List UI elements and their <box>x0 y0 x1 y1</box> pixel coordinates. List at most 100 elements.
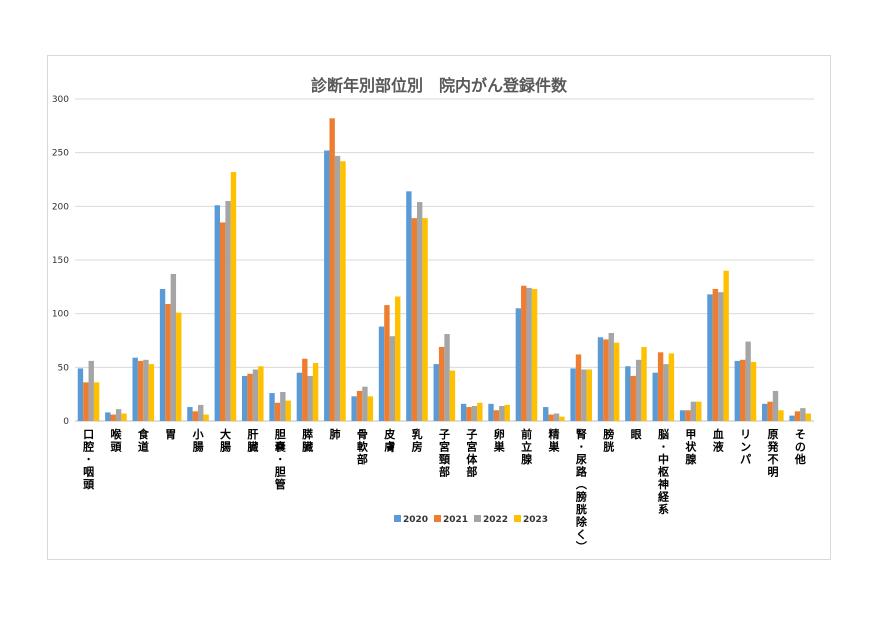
bar-2023-7 <box>285 400 291 421</box>
bar-2022-19 <box>608 332 614 421</box>
bar-2023-16 <box>531 288 538 421</box>
bar-2020-17 <box>543 407 549 421</box>
x-category-char: 肺 <box>330 427 341 441</box>
x-category-char: 膀 <box>575 490 587 504</box>
x-category-char: 乳 <box>412 427 423 441</box>
x-category-char: 咽 <box>83 466 94 479</box>
x-category-char: 部 <box>357 452 368 466</box>
legend-label-2020: 2020 <box>403 515 428 525</box>
x-category-char: 胆 <box>275 428 286 441</box>
x-category-char: 前 <box>521 427 532 441</box>
bar-2022-5 <box>225 200 231 421</box>
bar-2022-13 <box>444 334 450 421</box>
bar-2022-14 <box>471 405 478 421</box>
bar-2020-0 <box>77 368 84 421</box>
x-category-char: 中 <box>658 452 669 466</box>
bar-2020-25 <box>761 403 768 421</box>
x-category-char: 巣 <box>493 440 506 454</box>
x-category-char: 小 <box>192 427 204 441</box>
x-category-label: リンパ <box>740 428 751 466</box>
bar-2021-5 <box>219 222 226 421</box>
x-category-label: 口腔･咽頭 <box>82 428 95 491</box>
bar-2020-14 <box>460 403 467 421</box>
bar-2021-24 <box>740 359 746 421</box>
x-category-char: 枢 <box>658 465 669 479</box>
bar-2020-26 <box>789 415 795 421</box>
x-category-label: 膵臓 <box>302 427 313 454</box>
x-category-char: 体 <box>466 452 478 466</box>
legend-swatch-2020 <box>394 515 401 522</box>
y-tick-label: 100 <box>52 310 69 320</box>
bar-2021-18 <box>575 354 582 421</box>
bar-2022-16 <box>526 287 532 421</box>
bar-2020-21 <box>652 372 658 421</box>
x-category-char: ･ <box>86 453 92 466</box>
bar-2022-21 <box>663 364 669 421</box>
bar-2022-6 <box>252 369 259 421</box>
bar-2022-15 <box>499 405 505 421</box>
x-category-char: ︵ <box>575 478 588 491</box>
x-category-char: 不 <box>767 453 778 466</box>
bar-2023-13 <box>449 370 456 421</box>
x-category-label: 皮膚 <box>383 427 395 454</box>
x-category-char: パ <box>740 453 751 466</box>
bar-2021-11 <box>384 305 390 421</box>
bar-2023-14 <box>477 402 483 421</box>
bar-2021-17 <box>548 414 554 421</box>
x-category-char: 尿 <box>576 453 587 466</box>
bar-2023-10 <box>367 396 374 421</box>
x-category-char: ･ <box>579 441 585 454</box>
bar-2022-17 <box>553 413 560 421</box>
x-category-char: そ <box>795 428 806 441</box>
x-category-char: 胃 <box>165 428 176 441</box>
bar-2021-14 <box>466 407 472 421</box>
x-category-char: 腸 <box>193 441 204 454</box>
x-category-char: 腺 <box>685 452 697 466</box>
x-category-char: 子 <box>466 428 477 441</box>
bar-2020-20 <box>625 366 631 421</box>
bar-2020-7 <box>269 393 275 421</box>
x-category-char: 胱 <box>576 502 587 516</box>
bar-2020-12 <box>406 191 412 421</box>
x-category-char: 明 <box>767 466 778 479</box>
x-category-char: 子 <box>439 428 450 441</box>
x-category-char: 膀 <box>602 427 614 441</box>
bar-2020-6 <box>241 375 248 421</box>
bar-2022-9 <box>334 155 341 422</box>
chart-area <box>47 55 831 560</box>
bar-2020-16 <box>515 308 522 421</box>
bar-2023-9 <box>340 161 346 421</box>
bar-2021-12 <box>411 218 417 421</box>
bar-2022-4 <box>198 404 204 421</box>
x-category-char: 管 <box>275 477 286 491</box>
bar-2023-4 <box>203 414 209 421</box>
bar-2023-21 <box>668 353 675 421</box>
bar-2020-10 <box>351 396 357 421</box>
y-tick-label: 150 <box>52 256 69 266</box>
bar-2021-21 <box>657 352 664 421</box>
x-category-label: 乳房 <box>412 427 423 454</box>
x-category-label: 胆嚢･胆管 <box>274 428 287 491</box>
bar-2022-24 <box>745 341 751 421</box>
y-tick-label: 300 <box>52 95 69 105</box>
legend-swatch-2023 <box>514 515 521 522</box>
bar-2023-20 <box>641 346 647 421</box>
x-category-char: 臓 <box>302 440 313 454</box>
bar-2023-1 <box>121 413 127 421</box>
x-category-label: 小腸 <box>192 427 204 454</box>
x-category-char: 系 <box>658 502 669 516</box>
bar-2023-25 <box>778 410 784 421</box>
x-category-char: 部 <box>466 465 477 479</box>
x-category-char: 液 <box>713 440 725 454</box>
bar-2021-26 <box>794 411 801 421</box>
bar-2023-2 <box>148 364 155 421</box>
bar-2023-26 <box>805 413 811 421</box>
x-category-char: 腸 <box>220 441 231 454</box>
y-tick-label: 250 <box>52 149 69 159</box>
bar-2023-15 <box>504 404 510 421</box>
x-category-char: 腺 <box>521 452 533 466</box>
x-category-char: 路 <box>576 465 588 479</box>
